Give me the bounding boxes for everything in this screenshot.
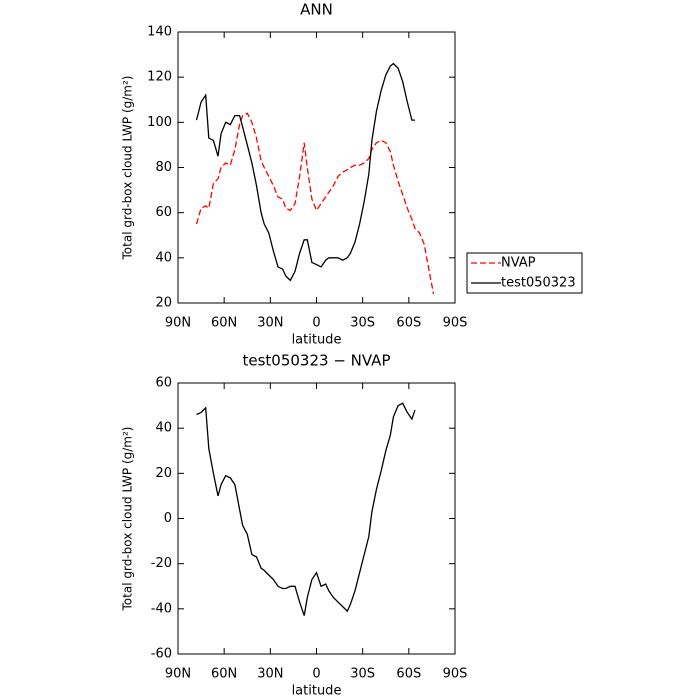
y-tick-label: -40	[151, 601, 172, 616]
y-axis-label: Total grd-box cloud LWP (g/m²)	[121, 76, 135, 261]
y-tick-label: 60	[155, 205, 172, 220]
y-tick-label: -20	[151, 556, 172, 571]
y-tick-label: 20	[155, 466, 172, 481]
legend-box	[466, 252, 583, 294]
x-tick-label: 90N	[165, 667, 191, 682]
y-tick-label: 100	[147, 115, 172, 130]
x-tick-label: 60N	[211, 667, 237, 682]
y-tick-label: -60	[151, 647, 172, 662]
x-tick-label: 30N	[257, 316, 283, 331]
legend-label: test050323	[501, 276, 576, 291]
y-tick-label: 140	[147, 25, 172, 40]
x-tick-label: 30S	[350, 316, 375, 331]
x-tick-label: 60S	[396, 316, 421, 331]
y-tick-label: 40	[155, 421, 172, 436]
y-tick-label: 40	[155, 250, 172, 265]
plot-frame	[177, 31, 456, 304]
x-tick-label: 60S	[396, 667, 421, 682]
x-axis-label: latitude	[292, 333, 342, 348]
x-tick-label: 0	[312, 667, 320, 682]
series-line	[195, 62, 415, 282]
x-tick-label: 90S	[443, 316, 468, 331]
plot-frame	[177, 382, 456, 655]
y-tick-label: 120	[147, 70, 172, 85]
x-tick-label: 30N	[257, 667, 283, 682]
x-tick-label: 60N	[211, 316, 237, 331]
x-tick-label: 90N	[165, 316, 191, 331]
x-tick-label: 0	[312, 316, 320, 331]
y-tick-label: 80	[155, 160, 172, 175]
x-tick-label: 90S	[443, 667, 468, 682]
y-tick-label: 0	[164, 511, 172, 526]
x-tick-label: 30S	[350, 667, 375, 682]
y-axis-label: Total grd-box cloud LWP (g/m²)	[121, 427, 135, 612]
legend-label: NVAP	[501, 256, 536, 271]
y-tick-label: 20	[155, 296, 172, 311]
series-line	[196, 402, 416, 616]
y-tick-label: 60	[155, 376, 172, 391]
series-line	[195, 112, 435, 295]
x-axis-label: latitude	[292, 684, 342, 699]
chart-title: ANN	[300, 1, 333, 19]
chart-title: test050323 − NVAP	[242, 352, 390, 370]
